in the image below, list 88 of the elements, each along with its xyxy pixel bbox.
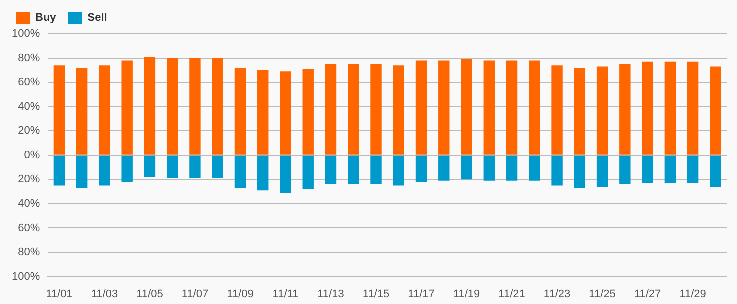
bar	[552, 156, 563, 186]
y-tick-label: 40%	[18, 198, 40, 210]
bar	[54, 156, 66, 186]
bar	[484, 156, 495, 181]
x-tick-label: 11/09	[227, 288, 254, 300]
bar	[122, 60, 133, 155]
bar	[234, 68, 246, 155]
bar	[710, 156, 722, 187]
bar	[302, 69, 314, 155]
bar	[574, 156, 586, 188]
bar	[506, 60, 518, 155]
x-tick-label: 11/23	[544, 288, 571, 300]
bar	[76, 68, 88, 155]
bar	[122, 156, 133, 182]
x-tick-label: 11/07	[182, 288, 209, 300]
bar	[54, 66, 66, 155]
x-tick-label: 11/05	[136, 288, 164, 300]
x-tick-label: 11/01	[46, 288, 73, 300]
x-tick-label: 11/25	[589, 288, 616, 300]
x-tick-label: 11/03	[91, 288, 118, 300]
x-tick-label: 11/11	[272, 288, 299, 300]
bar	[687, 156, 699, 184]
bar	[574, 68, 586, 155]
legend-label: Buy	[36, 12, 58, 24]
legend-label: Sell	[88, 12, 108, 24]
bar	[393, 66, 404, 155]
y-tick-label: 20%	[18, 174, 40, 186]
bar	[664, 156, 676, 184]
y-tick-label: 20%	[18, 125, 40, 138]
bar	[552, 66, 563, 155]
x-tick-label: 11/17	[408, 288, 435, 300]
bar	[258, 70, 269, 155]
x-tick-label: 11/21	[498, 288, 526, 300]
x-tick-label: 11/19	[453, 288, 480, 300]
bar	[710, 66, 722, 155]
y-tick-label: 100%	[12, 270, 40, 283]
bar	[348, 64, 360, 155]
bar	[370, 64, 382, 155]
y-tick-label: 60%	[18, 76, 40, 89]
bar	[234, 156, 246, 188]
bar	[280, 156, 292, 194]
bar	[642, 62, 654, 155]
bar	[190, 156, 201, 178]
bar	[416, 60, 428, 155]
bar	[620, 64, 631, 155]
bar	[325, 156, 337, 185]
y-tick-label: 80%	[18, 246, 40, 259]
bar	[190, 58, 201, 155]
bar	[529, 60, 540, 155]
bar	[258, 156, 269, 191]
bar	[144, 57, 156, 155]
bar	[166, 156, 178, 178]
x-tick-label: 11/29	[680, 288, 706, 300]
bar	[664, 62, 676, 155]
y-tick-label: 80%	[18, 52, 40, 64]
bar	[484, 60, 495, 155]
bar	[212, 156, 224, 178]
bar	[76, 156, 88, 188]
bar	[325, 64, 337, 155]
bar	[461, 156, 472, 180]
y-tick-label: 100%	[12, 28, 40, 40]
bar	[144, 156, 156, 178]
bar	[620, 156, 631, 185]
bar	[461, 59, 472, 155]
bar	[687, 62, 699, 155]
bar	[166, 58, 178, 155]
bar	[280, 72, 292, 155]
bar	[438, 156, 450, 181]
bar	[596, 66, 608, 155]
y-tick-label: 60%	[18, 222, 40, 234]
bar	[302, 156, 314, 190]
bar	[212, 58, 224, 155]
bar	[506, 156, 518, 181]
bar	[642, 156, 654, 184]
y-tick-label: 0%	[24, 149, 40, 162]
bar	[596, 156, 608, 187]
x-tick-label: 11/13	[318, 288, 344, 300]
bar	[529, 156, 540, 181]
bar	[348, 156, 360, 185]
bar	[416, 156, 428, 182]
y-tick-label: 40%	[18, 100, 40, 113]
bar	[393, 156, 404, 186]
bar	[438, 60, 450, 155]
bar	[99, 156, 110, 186]
x-tick-label: 11/15	[362, 288, 390, 300]
x-tick-label: 11/27	[634, 288, 662, 300]
bar	[370, 156, 382, 185]
bar	[99, 66, 110, 155]
